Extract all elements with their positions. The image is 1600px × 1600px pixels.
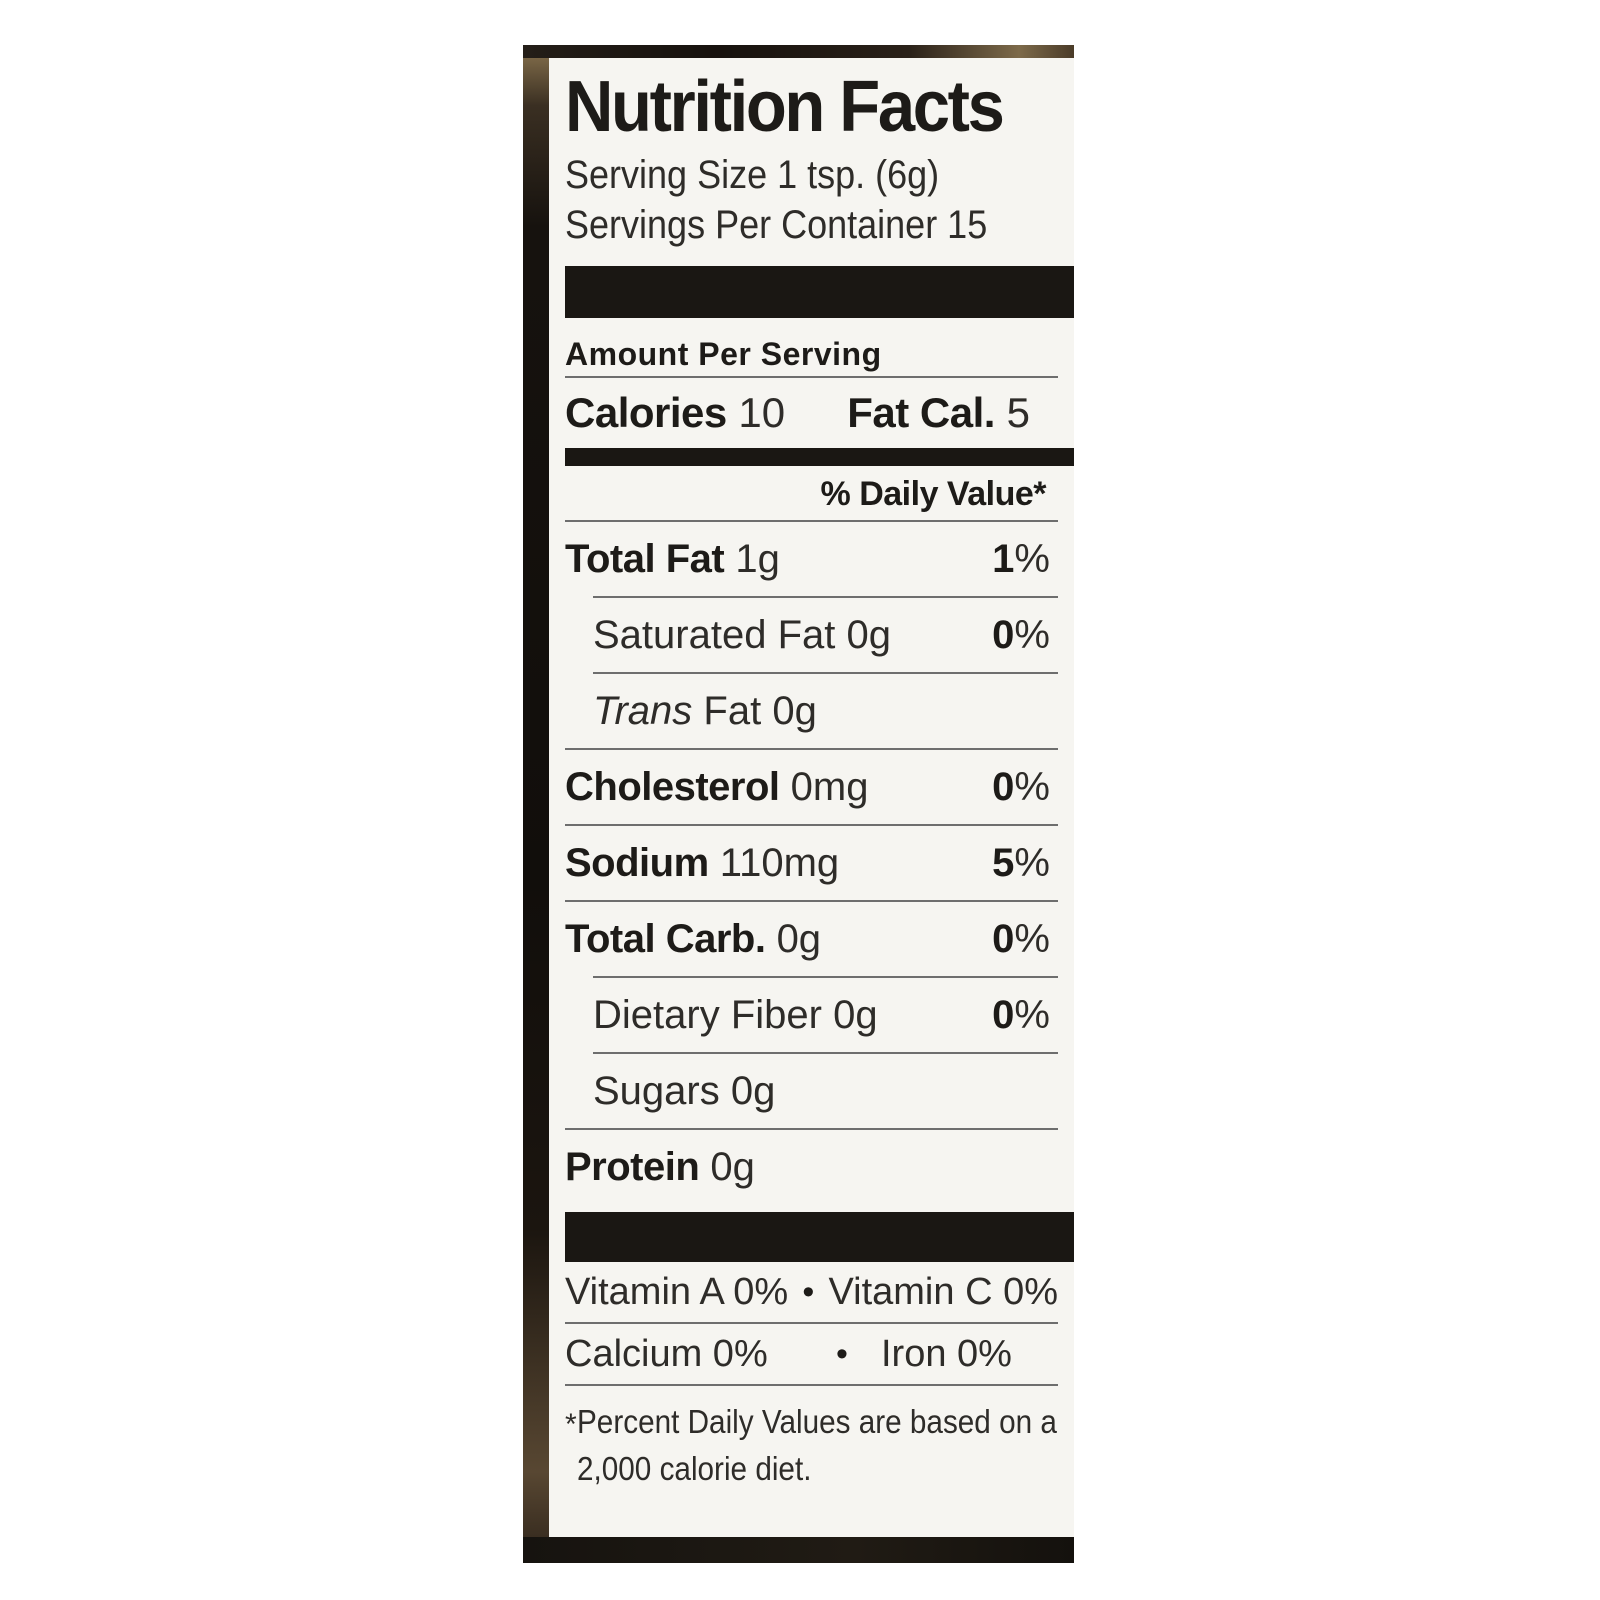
nutrient-label: Saturated Fat 0g bbox=[593, 613, 891, 658]
micronutrient-right: Vitamin C 0% bbox=[828, 1270, 1058, 1313]
micronutrient-row: Vitamin A 0% • Vitamin C 0% bbox=[565, 1262, 1058, 1324]
serving-size-line: Serving Size 1 tsp. (6g) bbox=[565, 153, 940, 197]
nutrient-row-sugars: Sugars 0g bbox=[593, 1052, 1058, 1128]
nutrient-label: Dietary Fiber 0g bbox=[593, 993, 878, 1038]
nutrient-amount: 110mg bbox=[719, 840, 840, 885]
package-top-edge bbox=[523, 45, 1074, 58]
nutrient-amount: 0g bbox=[730, 1068, 776, 1113]
nutrient-row-protein: Protein 0g bbox=[565, 1128, 1058, 1204]
percent-sign: % bbox=[1014, 764, 1050, 809]
nutrient-row-saturated-fat: Saturated Fat 0g 0% bbox=[593, 596, 1058, 672]
calories-separator-bar bbox=[565, 448, 1074, 466]
daily-value-number: 5 bbox=[992, 840, 1015, 885]
daily-value-number: 1 bbox=[992, 536, 1015, 581]
nutrient-name: Cholesterol bbox=[565, 764, 780, 809]
nutrient-row-dietary-fiber: Dietary Fiber 0g 0% bbox=[593, 976, 1058, 1052]
percent-sign: % bbox=[1014, 612, 1050, 657]
footnote-line-2: 2,000 calorie diet. bbox=[576, 1450, 812, 1487]
micronutrient-rows: Vitamin A 0% • Vitamin C 0% Calcium 0% • Iron… bbox=[565, 1262, 1058, 1386]
daily-value-percent: 5% bbox=[992, 841, 1058, 886]
nutrient-label: Trans Fat 0g bbox=[593, 689, 817, 734]
nutrient-label: Total Fat 1g bbox=[565, 537, 780, 582]
calories-row: Calories 10 Fat Cal. 5 bbox=[565, 378, 1058, 448]
nutrient-amount: 0g bbox=[776, 916, 822, 961]
percent-sign: % bbox=[1014, 992, 1050, 1037]
nutrient-row-trans-fat: Trans Fat 0g bbox=[593, 672, 1058, 748]
nutrient-label: Sodium 110mg bbox=[565, 841, 839, 886]
micronutrient-row: Calcium 0% • Iron 0% bbox=[565, 1324, 1058, 1386]
bullet-separator: • bbox=[802, 1272, 815, 1311]
nutrient-name: Protein bbox=[565, 1144, 700, 1189]
daily-value-number: 0 bbox=[992, 916, 1015, 961]
footnote-text: Percent Daily Values are based on a 2,000… bbox=[577, 1398, 1057, 1492]
amount-per-serving-heading: Amount Per Serving bbox=[565, 332, 1058, 378]
percent-sign: % bbox=[1014, 840, 1050, 885]
nutrient-amount: 0g bbox=[710, 1144, 755, 1189]
calories-value: 10 bbox=[738, 389, 786, 436]
nutrient-name: Dietary Fiber bbox=[593, 992, 822, 1037]
nutrient-amount: 0g bbox=[772, 688, 817, 733]
footnote-line-1: Percent Daily Values are based on a bbox=[576, 1403, 1057, 1440]
header-separator-bar bbox=[565, 266, 1074, 318]
footnote: * Percent Daily Values are based on a 2,0… bbox=[565, 1398, 1058, 1492]
nutrient-name: Total Carb. bbox=[565, 916, 766, 961]
nutrient-name-italic: Trans bbox=[593, 688, 693, 733]
calories-label: Calories bbox=[565, 389, 727, 436]
servings-per-container-line: Servings Per Container 15 bbox=[565, 203, 988, 247]
nutrient-row-sodium: Sodium 110mg 5% bbox=[565, 824, 1058, 900]
nutrient-label: Cholesterol 0mg bbox=[565, 765, 868, 810]
fat-calories-value: 5 bbox=[1006, 389, 1030, 436]
panel-title: Nutrition Facts bbox=[565, 67, 1005, 147]
nutrient-amount: 1g bbox=[735, 536, 780, 581]
daily-value-percent: 0% bbox=[992, 613, 1058, 658]
daily-value-number: 0 bbox=[992, 992, 1015, 1037]
daily-value-percent: 0% bbox=[992, 765, 1058, 810]
percent-sign: % bbox=[1014, 536, 1050, 581]
daily-value-header: % Daily Value* bbox=[820, 475, 1047, 513]
nutrient-label: Sugars 0g bbox=[593, 1069, 775, 1114]
nutrient-rows: Total Fat 1g 1% Saturated Fat 0g 0% Trans Fa… bbox=[565, 520, 1058, 1204]
nutrient-label: Total Carb. 0g bbox=[565, 917, 821, 962]
calories-group: Calories 10 bbox=[565, 389, 785, 437]
nutrient-name: Saturated Fat bbox=[593, 612, 836, 657]
daily-value-number: 0 bbox=[992, 612, 1015, 657]
daily-value-percent: 0% bbox=[992, 993, 1058, 1038]
product-package: Nutrition Facts Serving Size 1 tsp. (6g)… bbox=[523, 45, 1074, 1563]
package-left-edge bbox=[523, 45, 549, 1563]
nutrient-name: Sodium bbox=[565, 840, 709, 885]
nutrient-name: Total Fat bbox=[565, 536, 725, 581]
micronutrient-left: Calcium 0% bbox=[565, 1332, 768, 1375]
nutrient-amount: 0g bbox=[833, 992, 878, 1037]
daily-value-number: 0 bbox=[992, 764, 1015, 809]
vitamins-separator-bar bbox=[565, 1212, 1074, 1262]
fat-calories-group: Fat Cal. 5 bbox=[847, 389, 1058, 437]
nutrient-row-cholesterol: Cholesterol 0mg 0% bbox=[565, 748, 1058, 824]
nutrient-row-total-carb: Total Carb. 0g 0% bbox=[565, 900, 1058, 976]
nutrition-facts-panel: Nutrition Facts Serving Size 1 tsp. (6g)… bbox=[549, 58, 1074, 1537]
nutrient-name: Sugars bbox=[593, 1068, 720, 1113]
nutrient-name: Fat bbox=[703, 688, 762, 733]
nutrient-label: Protein 0g bbox=[565, 1145, 755, 1190]
fat-calories-label: Fat Cal. bbox=[847, 389, 995, 436]
nutrient-amount: 0mg bbox=[790, 764, 869, 809]
package-bottom-edge bbox=[523, 1537, 1074, 1563]
nutrient-amount: 0g bbox=[846, 612, 892, 657]
nutrient-row-total-fat: Total Fat 1g 1% bbox=[565, 520, 1058, 596]
daily-value-percent: 0% bbox=[992, 917, 1058, 962]
micronutrient-right: Iron 0% bbox=[881, 1332, 1012, 1375]
daily-value-percent: 1% bbox=[992, 537, 1058, 582]
footnote-marker: * bbox=[565, 1408, 577, 1441]
bullet-separator: • bbox=[836, 1334, 848, 1373]
micronutrient-left: Vitamin A 0% bbox=[565, 1270, 789, 1313]
percent-sign: % bbox=[1014, 916, 1050, 961]
